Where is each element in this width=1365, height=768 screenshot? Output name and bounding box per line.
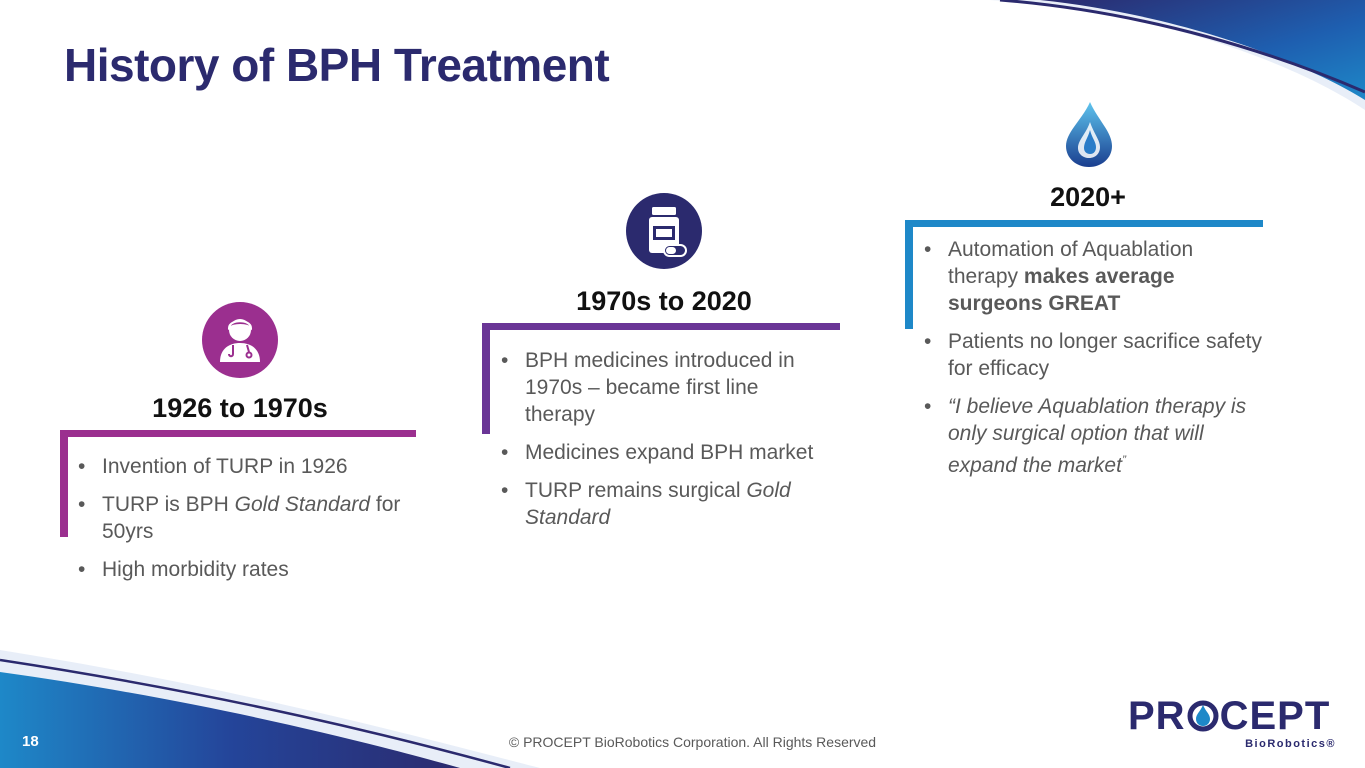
- bullet-item: Automation of Aquablation therapy makes …: [922, 236, 1262, 317]
- bullet-list-2020: Automation of Aquablation therapy makes …: [922, 236, 1262, 490]
- bullet-item: TURP is BPH Gold Standard for 50yrs: [76, 491, 406, 545]
- bullet-item: Medicines expand BPH market: [499, 439, 829, 466]
- page-number: 18: [22, 733, 39, 750]
- bullet-item: BPH medicines introduced in 1970s – beca…: [499, 347, 829, 428]
- logo-drop-o-icon: [1187, 700, 1219, 732]
- column-bracket-blue: [905, 220, 1263, 329]
- procept-logo: PR CEPT BioRobotics®: [1128, 696, 1340, 752]
- logo-wordmark: PR CEPT: [1128, 694, 1331, 738]
- bullet-list-1926: Invention of TURP in 1926 TURP is BPH Go…: [76, 453, 406, 594]
- column-heading-1926: 1926 to 1970s: [152, 393, 328, 423]
- logo-subtitle: BioRobotics®: [1245, 738, 1336, 750]
- bullet-list-1970s: BPH medicines introduced in 1970s – beca…: [499, 347, 829, 542]
- bullet-item: Invention of TURP in 1926: [76, 453, 406, 480]
- bullet-item: High morbidity rates: [76, 556, 406, 583]
- column-heading-1970s: 1970s to 2020: [576, 286, 752, 316]
- column-bracket-purple: [482, 323, 840, 434]
- bullet-item: Patients no longer sacrifice safety for …: [922, 328, 1262, 382]
- bullet-item: TURP remains surgical Gold Standard: [499, 477, 829, 531]
- water-drop-icon: [1060, 100, 1118, 170]
- medicine-bottle-icon: [626, 193, 702, 269]
- doctor-icon: [202, 302, 278, 378]
- bullet-item: “I believe Aquablation therapy is only s…: [922, 393, 1262, 479]
- column-bracket-magenta: [60, 430, 416, 537]
- slide-title: History of BPH Treatment: [64, 39, 610, 91]
- copyright-text: © PROCEPT BioRobotics Corporation. All R…: [508, 734, 877, 750]
- column-heading-2020: 2020+: [1050, 182, 1126, 212]
